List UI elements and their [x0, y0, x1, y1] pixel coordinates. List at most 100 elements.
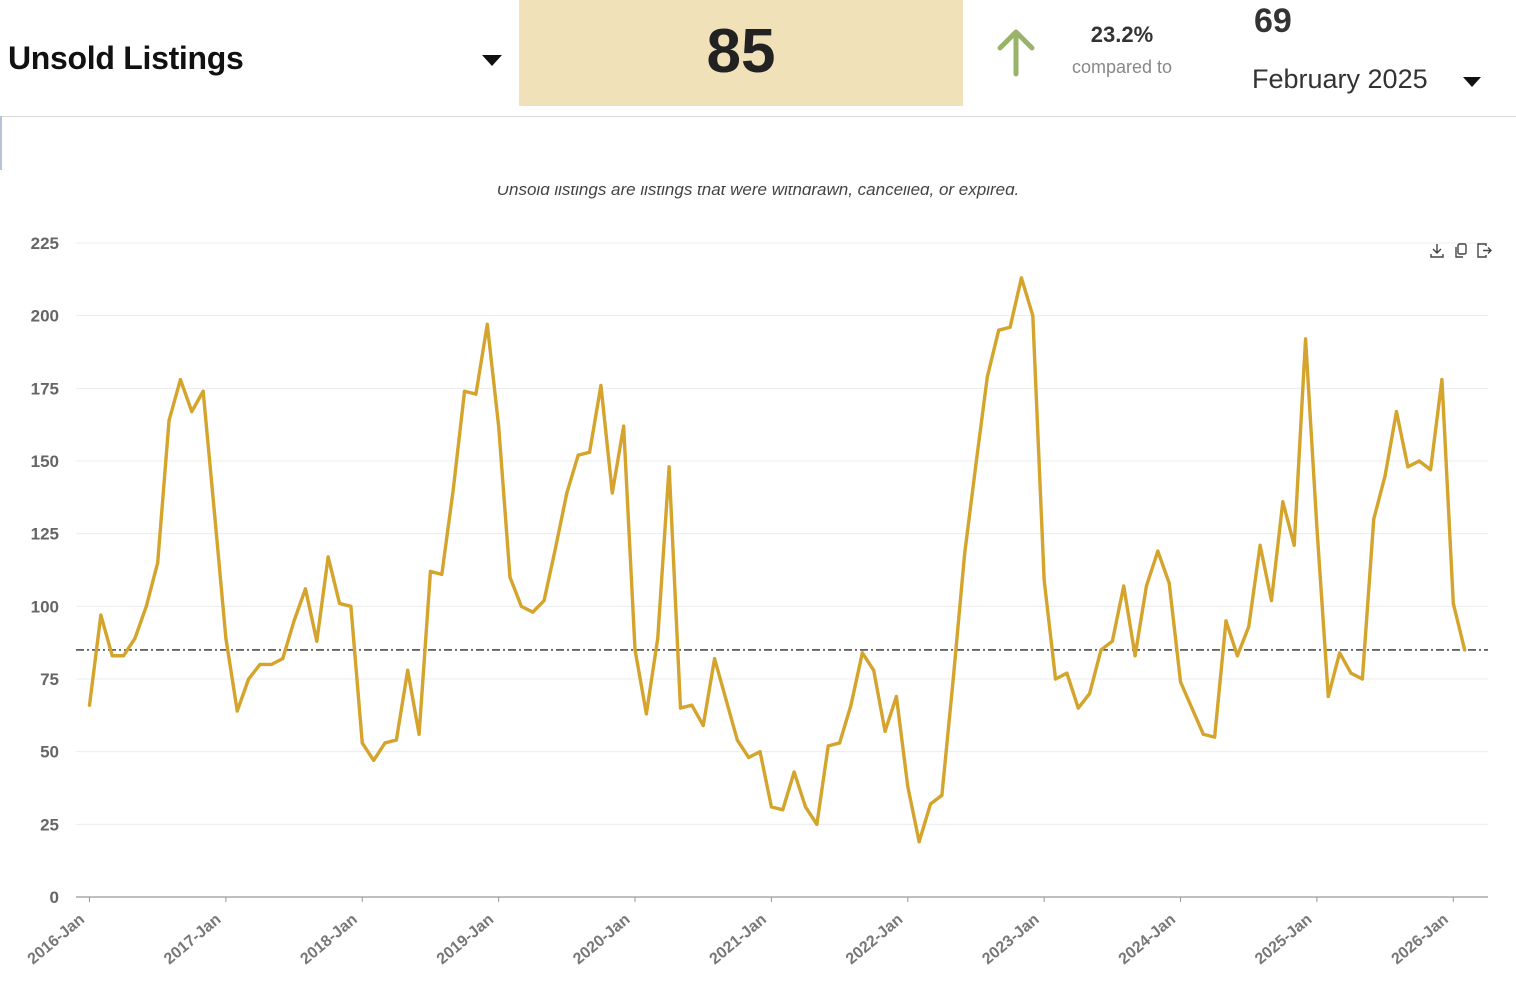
data-point: [985, 375, 989, 379]
y-tick-label: 225: [31, 234, 59, 253]
data-point: [315, 639, 319, 643]
data-point: [1235, 654, 1239, 658]
data-point: [292, 619, 296, 623]
data-point: [519, 604, 523, 608]
series-group: [87, 276, 1467, 844]
data-point: [281, 657, 285, 661]
data-point: [1099, 648, 1103, 652]
metric-dropdown[interactable]: Unsold Listings: [8, 36, 508, 86]
data-point: [974, 462, 978, 466]
data-point: [1133, 654, 1137, 658]
data-point: [144, 604, 148, 608]
y-tick-label: 75: [40, 670, 59, 689]
compare-period-label: February 2025: [1252, 64, 1428, 94]
data-point: [1008, 325, 1012, 329]
data-point: [1349, 671, 1353, 675]
current-value: 85: [706, 17, 776, 86]
change-label: compared to: [1071, 57, 1173, 77]
current-value-box: 85: [519, 0, 963, 106]
subtitle-overlap: [0, 170, 1516, 186]
data-point: [690, 703, 694, 707]
data-point: [1303, 337, 1308, 341]
data-point: [1360, 677, 1364, 681]
data-point: [1122, 584, 1126, 588]
data-point: [735, 738, 739, 742]
data-point: [1224, 619, 1228, 623]
data-point: [906, 784, 910, 789]
header-divider: [0, 116, 1516, 117]
data-point: [497, 424, 501, 428]
data-point: [849, 703, 853, 707]
data-point: [1031, 314, 1035, 318]
data-point: [1156, 549, 1160, 553]
data-point: [781, 808, 785, 812]
data-point: [156, 561, 160, 565]
y-tick-label: 200: [31, 307, 59, 326]
x-tick-label: 2026-Jan: [1388, 911, 1451, 968]
data-point: [1065, 671, 1069, 675]
data-point: [997, 328, 1001, 332]
data-point: [360, 741, 364, 745]
chevron-down-icon: [1463, 77, 1481, 87]
export-icon[interactable]: [1477, 243, 1492, 258]
arrow-up-icon: [997, 29, 1035, 77]
data-point: [1463, 648, 1467, 652]
data-point: [1042, 578, 1046, 582]
x-tick-label: 2020-Jan: [570, 911, 633, 968]
data-point: [1144, 584, 1149, 588]
y-tick-label: 100: [31, 597, 59, 616]
data-point: [815, 822, 819, 826]
metric-title: Unsold Listings: [8, 40, 244, 76]
data-point: [792, 770, 796, 774]
y-tick-label: 150: [31, 452, 59, 471]
data-point: [803, 805, 808, 809]
y-tick-label: 125: [31, 525, 59, 544]
data-point: [428, 569, 433, 574]
data-point: [508, 575, 512, 579]
data-point: [269, 662, 273, 667]
compare-value: 69: [1254, 2, 1292, 40]
data-point: [656, 636, 660, 640]
data-point: [1019, 276, 1024, 280]
data-point: [758, 750, 762, 754]
data-point: [1053, 677, 1058, 681]
data-point: [394, 738, 398, 742]
download-icon[interactable]: [1430, 244, 1444, 258]
data-point: [178, 378, 183, 382]
data-point: [951, 677, 955, 681]
data-point: [87, 703, 92, 707]
data-point: [747, 755, 751, 760]
data-point: [1417, 459, 1421, 463]
compare-period-dropdown[interactable]: February 2025: [1252, 62, 1492, 102]
data-point: [303, 587, 308, 591]
data-point: [940, 793, 944, 797]
data-point: [1258, 543, 1262, 547]
data-point: [928, 802, 933, 806]
data-point: [133, 636, 137, 640]
panel-edge-marker: [0, 116, 2, 170]
data-point: [110, 654, 114, 658]
data-point: [837, 741, 842, 745]
chart-toolbar: [1430, 243, 1492, 258]
y-tick-label: 25: [40, 815, 59, 834]
x-tick-label: 2024-Jan: [1116, 911, 1179, 968]
data-point: [1394, 409, 1399, 414]
x-tick-label: 2022-Jan: [843, 911, 906, 968]
data-point: [1269, 598, 1274, 603]
data-point: [190, 409, 194, 414]
data-point: [963, 552, 967, 556]
data-point: [860, 651, 864, 655]
data-point: [576, 453, 580, 457]
data-point: [1088, 691, 1092, 696]
data-point: [462, 389, 467, 393]
data-point: [587, 450, 592, 454]
data-point: [917, 840, 921, 844]
data-point: [1281, 500, 1285, 504]
data-point: [678, 706, 683, 710]
data-point: [883, 729, 887, 733]
data-point: [1201, 732, 1205, 736]
copy-icon[interactable]: [1455, 243, 1467, 258]
data-point: [383, 741, 387, 745]
x-tick-label: 2023-Jan: [979, 911, 1042, 968]
